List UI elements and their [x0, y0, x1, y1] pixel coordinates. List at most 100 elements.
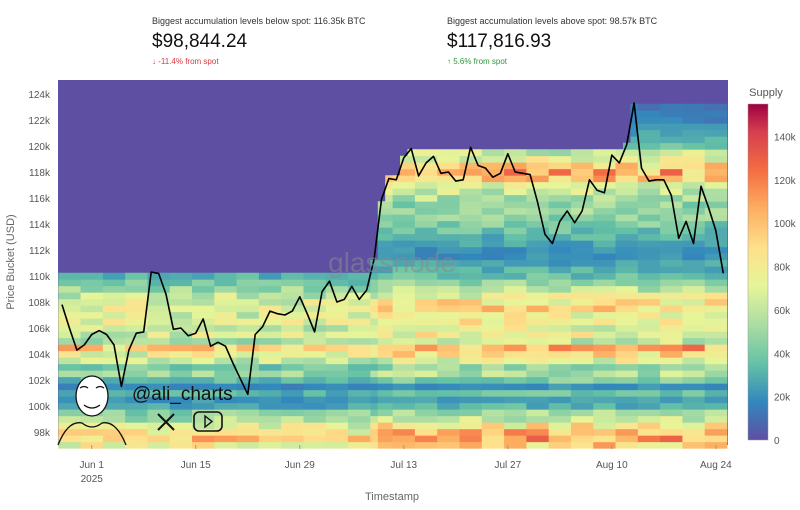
heatmap-cell: [556, 383, 564, 391]
heatmap-cell: [340, 337, 349, 345]
heatmap-cell: [645, 220, 654, 228]
heatmap-cell: [481, 409, 490, 417]
heatmap-cell: [637, 279, 646, 287]
heatmap-cell: [608, 162, 616, 170]
heatmap-cell: [400, 435, 408, 443]
heatmap-cell: [65, 389, 74, 397]
heatmap-cell: [154, 370, 163, 378]
heatmap-cell: [236, 318, 245, 326]
heatmap-cell: [296, 376, 304, 384]
heatmap-cell: [489, 337, 498, 345]
heatmap-cell: [637, 246, 646, 254]
heatmap-cell: [154, 409, 163, 417]
heatmap-cell: [437, 227, 446, 235]
heatmap-cell: [251, 298, 260, 306]
heatmap-cell: [630, 292, 639, 300]
heatmap-cell: [318, 383, 327, 391]
heatmap-cell: [407, 168, 416, 176]
heatmap-cell: [140, 279, 148, 287]
heatmap-cell: [102, 428, 111, 436]
heatmap-cell: [481, 292, 490, 300]
heatmap-cell: [110, 331, 119, 339]
heatmap-cell: [548, 383, 557, 391]
heatmap-cell: [400, 376, 408, 384]
heatmap-cell: [630, 422, 639, 430]
heatmap-cell: [407, 240, 416, 248]
heatmap-cell: [422, 175, 431, 183]
heatmap-cell: [392, 285, 401, 293]
heatmap-cell: [169, 311, 178, 319]
heatmap-cell: [652, 357, 661, 365]
heatmap-cell: [466, 214, 475, 222]
heatmap-cell: [697, 318, 706, 326]
heatmap-cell: [466, 344, 475, 352]
heatmap-cell: [600, 168, 609, 176]
heatmap-cell: [533, 389, 542, 397]
heatmap-cell: [58, 305, 67, 313]
heatmap-cell: [504, 292, 512, 300]
heatmap-cell: [192, 383, 200, 391]
heatmap-cell: [600, 435, 609, 443]
heatmap-cell: [504, 415, 512, 423]
heatmap-cell: [652, 396, 661, 404]
heatmap-cell: [719, 214, 728, 222]
heatmap-cell: [407, 214, 416, 222]
heatmap-cell: [608, 285, 616, 293]
heatmap-cell: [496, 162, 505, 170]
heatmap-cell: [422, 435, 431, 443]
heatmap-cell: [370, 441, 379, 449]
heatmap-cell: [414, 337, 423, 345]
heatmap-cell: [660, 175, 668, 183]
heatmap-cell: [570, 363, 579, 371]
heatmap-cell: [660, 383, 668, 391]
colorbar-tick-label: 60k: [774, 306, 791, 317]
heatmap-cell: [73, 383, 81, 391]
heatmap-cell: [452, 253, 460, 261]
heatmap-cell: [437, 428, 446, 436]
heatmap-cell: [682, 149, 691, 157]
heatmap-cell: [593, 246, 602, 254]
heatmap-cell: [645, 194, 654, 202]
heatmap-cell: [325, 318, 334, 326]
heatmap-cell: [429, 318, 438, 326]
heatmap-cell: [422, 376, 431, 384]
heatmap-cell: [689, 253, 698, 261]
heatmap-cell: [407, 363, 416, 371]
heatmap-cell: [414, 402, 423, 410]
heatmap-cell: [667, 233, 676, 241]
heatmap-cell: [556, 298, 564, 306]
heatmap-cell: [645, 188, 654, 196]
heatmap-cell: [719, 402, 728, 410]
heatmap-cell: [704, 376, 713, 384]
heatmap-cell: [169, 305, 178, 313]
heatmap-cell: [385, 246, 394, 254]
heatmap-cell: [704, 214, 713, 222]
heatmap-cell: [518, 324, 527, 332]
heatmap-cell: [578, 324, 587, 332]
heatmap-cell: [541, 246, 550, 254]
heatmap-cell: [719, 181, 728, 189]
heatmap-cell: [712, 357, 720, 365]
heatmap-cell: [333, 324, 342, 332]
heatmap-cell: [132, 363, 141, 371]
heatmap-cell: [674, 396, 683, 404]
heatmap-cell: [266, 435, 275, 443]
heatmap-cell: [370, 272, 379, 280]
heatmap-cell: [65, 318, 74, 326]
heatmap-cell: [608, 396, 616, 404]
heatmap-cell: [608, 233, 616, 241]
heatmap-cell: [80, 344, 89, 352]
heatmap-cell: [570, 383, 579, 391]
heatmap-cell: [236, 409, 245, 417]
heatmap-cell: [489, 188, 498, 196]
heatmap-cell: [682, 331, 691, 339]
heatmap-cell: [407, 357, 416, 365]
heatmap-cell: [578, 409, 587, 417]
heatmap-cell: [452, 344, 460, 352]
heatmap-cell: [117, 324, 126, 332]
heatmap-cell: [414, 181, 423, 189]
heatmap-cell: [444, 305, 453, 313]
heatmap-cell: [147, 331, 156, 339]
heatmap-cell: [102, 435, 111, 443]
heatmap-cell: [474, 409, 483, 417]
